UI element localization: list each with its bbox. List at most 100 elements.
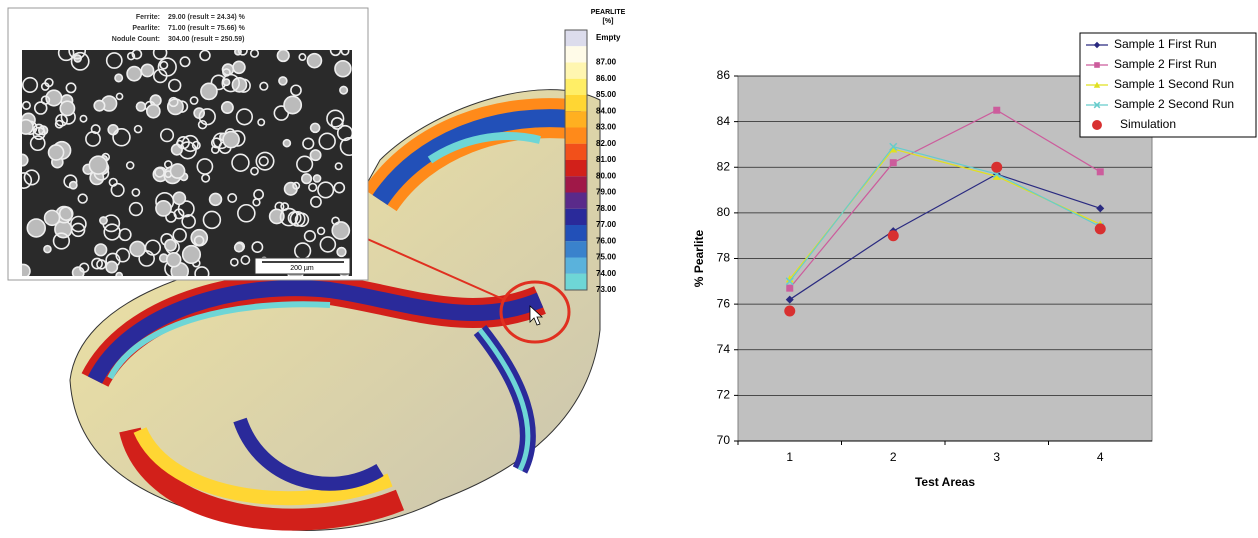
contour-legend-title: PEARLITE bbox=[591, 9, 626, 16]
nodule bbox=[170, 164, 184, 178]
y-tick-label: 70 bbox=[717, 433, 731, 447]
contour-swatch bbox=[565, 111, 587, 127]
nodule bbox=[156, 201, 171, 216]
nodule bbox=[49, 145, 64, 160]
stat-value: 304.00 (result = 250.59) bbox=[168, 36, 244, 43]
nodule bbox=[235, 243, 244, 252]
legend-label: Sample 1 First Run bbox=[1114, 37, 1217, 51]
nodule bbox=[115, 74, 122, 81]
nodule bbox=[335, 61, 351, 77]
nodule bbox=[106, 261, 117, 272]
stat-label: Nodule Count: bbox=[112, 36, 160, 43]
y-tick-label: 74 bbox=[717, 342, 731, 356]
legend-marker bbox=[1094, 62, 1100, 68]
y-tick-label: 80 bbox=[717, 205, 731, 219]
nodule bbox=[141, 64, 153, 76]
nodule bbox=[173, 192, 185, 204]
nodule bbox=[95, 244, 107, 256]
nodule bbox=[167, 253, 181, 267]
contour-label: Empty bbox=[596, 33, 621, 42]
nodule bbox=[89, 156, 107, 174]
contour-label: 85.00 bbox=[596, 90, 617, 99]
x-axis-label: Test Areas bbox=[915, 475, 975, 489]
contour-label: 75.00 bbox=[596, 253, 617, 262]
stat-value: 71.00 (result = 75.66) % bbox=[168, 25, 246, 32]
contour-label: 84.00 bbox=[596, 106, 617, 115]
nodule bbox=[279, 77, 287, 85]
x-tick-label: 4 bbox=[1097, 450, 1104, 464]
legend-label: Simulation bbox=[1120, 117, 1176, 131]
contour-swatch bbox=[565, 46, 587, 62]
stat-label: Ferrite: bbox=[136, 14, 160, 21]
nodule bbox=[45, 210, 60, 225]
contour-label: 78.00 bbox=[596, 204, 617, 213]
contour-swatch bbox=[565, 241, 587, 257]
nodule bbox=[130, 241, 145, 256]
y-axis-label: % Pearlite bbox=[692, 229, 706, 287]
nodule bbox=[233, 61, 245, 73]
contour-swatch bbox=[565, 95, 587, 111]
y-tick-label: 76 bbox=[717, 296, 731, 310]
nodule bbox=[191, 230, 207, 246]
nodule bbox=[136, 102, 145, 111]
contour-label: 87.00 bbox=[596, 58, 617, 67]
marker bbox=[1095, 223, 1106, 234]
contour-label: 83.00 bbox=[596, 123, 617, 132]
contour-swatch bbox=[565, 160, 587, 176]
nodule bbox=[60, 101, 74, 115]
nodule bbox=[210, 193, 222, 205]
marker bbox=[1097, 168, 1104, 175]
nodule bbox=[165, 240, 176, 251]
contour-swatch bbox=[565, 225, 587, 241]
marker bbox=[890, 159, 897, 166]
x-tick-label: 3 bbox=[993, 450, 1000, 464]
y-tick-label: 78 bbox=[717, 251, 731, 265]
nodule bbox=[337, 248, 346, 257]
x-tick-label: 1 bbox=[786, 450, 793, 464]
contour-swatch bbox=[565, 30, 587, 46]
contour-swatch bbox=[565, 63, 587, 79]
contour-swatch bbox=[565, 209, 587, 225]
marker bbox=[993, 107, 1000, 114]
legend-label: Sample 2 Second Run bbox=[1114, 97, 1234, 111]
legend-marker bbox=[1092, 120, 1102, 130]
nodule bbox=[302, 174, 312, 184]
nodule bbox=[94, 100, 104, 110]
nodule bbox=[307, 54, 321, 68]
nodule bbox=[201, 83, 217, 99]
contour-label: 81.00 bbox=[596, 155, 617, 164]
contour-label: 74.00 bbox=[596, 269, 617, 278]
contour-swatch bbox=[565, 79, 587, 95]
contour-swatch bbox=[565, 274, 587, 290]
nodule bbox=[127, 67, 141, 81]
y-tick-label: 84 bbox=[717, 114, 731, 128]
x-tick-label: 2 bbox=[890, 450, 897, 464]
marker bbox=[991, 162, 1002, 173]
marker bbox=[786, 285, 793, 292]
contour-swatch bbox=[565, 193, 587, 209]
contour-swatch bbox=[565, 128, 587, 144]
nodule bbox=[223, 79, 229, 85]
legend-label: Sample 2 First Run bbox=[1114, 57, 1217, 71]
contour-legend-title: [%] bbox=[603, 18, 614, 25]
nodule bbox=[27, 219, 45, 237]
contour-label: 77.00 bbox=[596, 220, 617, 229]
nodule bbox=[223, 132, 239, 148]
nodule bbox=[283, 140, 290, 147]
contour-label: 79.00 bbox=[596, 188, 617, 197]
marker bbox=[784, 305, 795, 316]
contour-swatch bbox=[565, 144, 587, 160]
micrograph-inset: 200 µm Ferrite:29.00 (result = 24.34) %P… bbox=[8, 8, 368, 281]
nodule bbox=[183, 246, 201, 264]
nodule bbox=[172, 144, 183, 155]
nodule bbox=[277, 50, 289, 62]
nodule bbox=[310, 150, 320, 160]
stat-label: Pearlite: bbox=[132, 25, 160, 32]
legend-label: Sample 1 Second Run bbox=[1114, 77, 1234, 91]
contour-label: 86.00 bbox=[596, 74, 617, 83]
contour-label: 80.00 bbox=[596, 171, 617, 180]
contour-swatch bbox=[565, 176, 587, 192]
nodule bbox=[222, 102, 233, 113]
page: 200 µm Ferrite:29.00 (result = 24.34) %P… bbox=[0, 0, 1258, 538]
nodule bbox=[70, 182, 77, 189]
